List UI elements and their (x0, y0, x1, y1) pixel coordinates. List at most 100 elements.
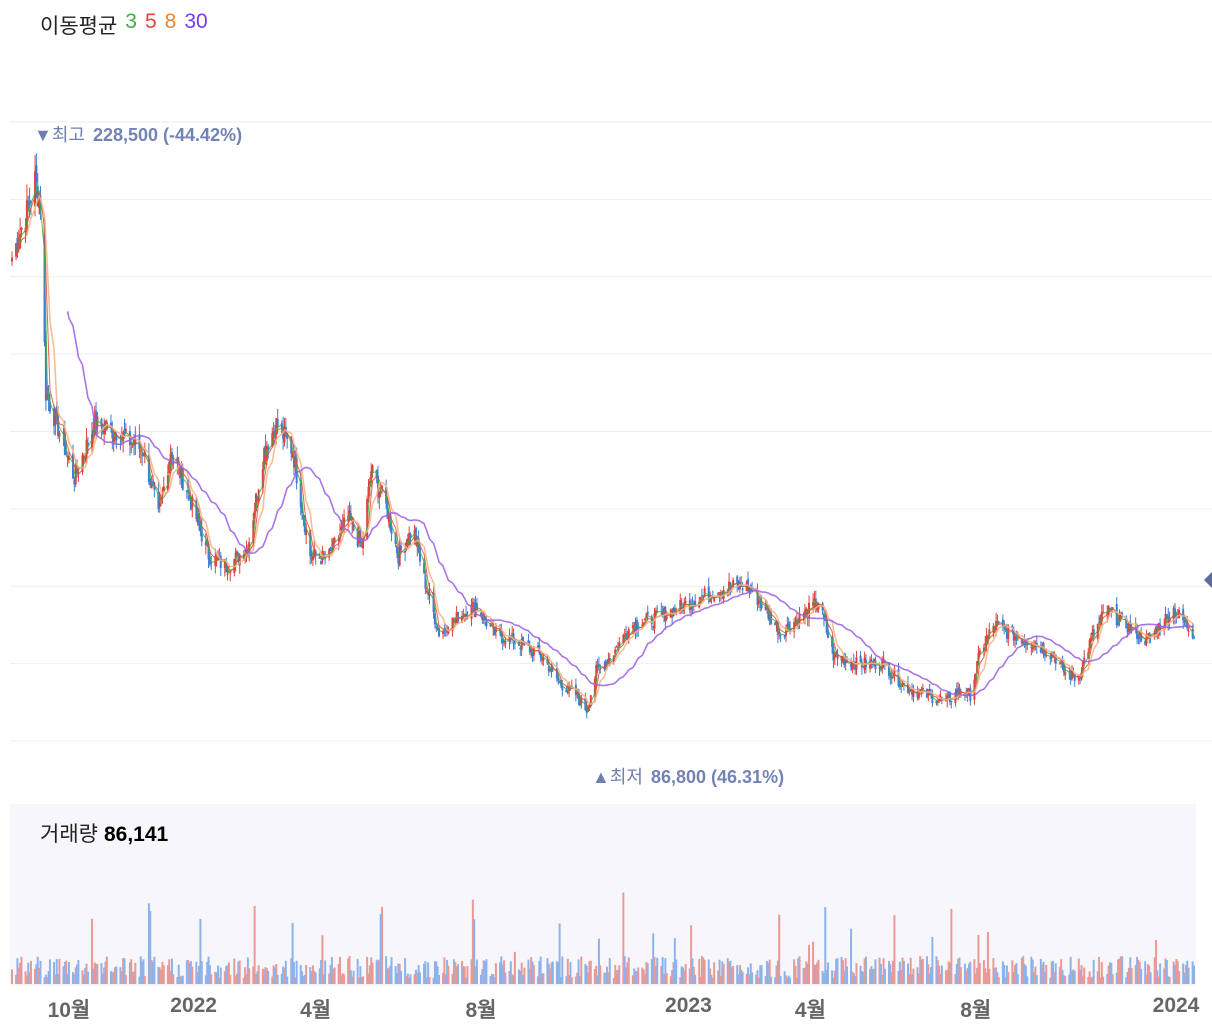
legend-ma5[interactable]: 5 (144, 10, 157, 33)
volume-bar (700, 956, 703, 984)
candle (1165, 614, 1168, 616)
volume-bar (253, 905, 256, 984)
legend-ma8[interactable]: 8 (164, 10, 177, 33)
volume-bar (787, 975, 790, 984)
volume-bar (348, 956, 351, 984)
volume-bar (191, 966, 194, 984)
volume-bar (349, 970, 352, 984)
volume-bar (236, 973, 239, 984)
candle (832, 646, 835, 661)
volume-bar (343, 974, 346, 984)
volume-bar (736, 965, 739, 984)
volume-bar (1069, 956, 1072, 984)
volume-bar (389, 965, 392, 984)
volume-bar (1126, 971, 1129, 984)
volume-bar (557, 961, 560, 984)
candle (606, 660, 609, 665)
volume-bar (699, 976, 702, 984)
candle (906, 683, 909, 693)
volume-bar (795, 977, 798, 984)
volume-bar (273, 967, 276, 984)
candle (1153, 630, 1156, 634)
candle (508, 635, 511, 642)
volume-bar (1149, 972, 1152, 984)
volume-bar (869, 969, 872, 984)
volume-bar (282, 966, 285, 984)
volume-bar (1168, 976, 1171, 984)
volume-bar (850, 928, 853, 984)
volume-bar (320, 959, 323, 984)
volume-bar (840, 956, 843, 984)
legend-ma30[interactable]: 30 (184, 10, 208, 33)
volume-bar (680, 966, 683, 984)
volume-bar (443, 957, 446, 984)
volume-bar (902, 960, 905, 984)
volume-bar (66, 973, 69, 984)
volume-bar (768, 959, 771, 984)
volume-bar (947, 961, 950, 984)
volume-bar (1012, 972, 1015, 984)
volume-bar (595, 965, 598, 984)
legend-ma3[interactable]: 3 (125, 10, 137, 33)
x-tick-label: 4월 (300, 999, 332, 1022)
volume-bar (351, 976, 354, 984)
volume-bar (985, 972, 988, 984)
volume-bar (67, 961, 70, 984)
candle (443, 627, 446, 629)
volume-bar (62, 966, 65, 984)
volume-bar (745, 973, 748, 984)
volume-bar (538, 961, 541, 984)
volume-bar (20, 956, 23, 984)
candle (371, 465, 374, 473)
volume-bar (366, 956, 369, 984)
candle (82, 456, 85, 458)
volume-bar (157, 966, 160, 984)
volume-bar (805, 961, 808, 984)
volume-bar (93, 962, 96, 984)
volume-bar (730, 967, 733, 984)
volume-bar (101, 973, 104, 984)
volume-bar (798, 956, 801, 984)
candle (1089, 637, 1092, 642)
volume-bar (385, 956, 388, 984)
volume-bar (711, 977, 714, 984)
volume-bar (1042, 961, 1045, 984)
volume-bar (568, 975, 571, 984)
candle (539, 651, 542, 658)
ma5-line (19, 191, 1195, 708)
candle (115, 435, 118, 441)
candle (114, 432, 117, 436)
volume-bar (608, 958, 611, 984)
candle (977, 653, 980, 664)
candle (699, 597, 702, 599)
volume-bar (722, 963, 725, 984)
candle (196, 515, 199, 524)
volume-bar (1178, 970, 1181, 984)
volume-bar (65, 960, 68, 984)
candle (927, 690, 930, 696)
volume-bar (55, 959, 58, 984)
volume-bar (519, 970, 522, 984)
candle (1125, 616, 1128, 629)
volume-bar (398, 963, 401, 984)
volume-bar (542, 973, 545, 984)
volume-bar (890, 972, 893, 984)
volume-bar (794, 965, 797, 984)
volume-bar (878, 957, 881, 984)
volume-bar (24, 971, 27, 984)
volume-bar (35, 964, 38, 984)
volume-bar (248, 968, 251, 984)
candle (387, 514, 390, 523)
volume-bar (494, 963, 497, 984)
candle (112, 436, 115, 442)
ma30-line (66, 311, 1194, 697)
volume-bar (976, 967, 979, 984)
candle (320, 560, 323, 565)
candle (1011, 625, 1014, 628)
volume-bar (299, 964, 302, 984)
volume-bar (115, 966, 118, 984)
candle (690, 605, 693, 610)
volume-bar (427, 962, 430, 984)
candle (862, 666, 865, 668)
